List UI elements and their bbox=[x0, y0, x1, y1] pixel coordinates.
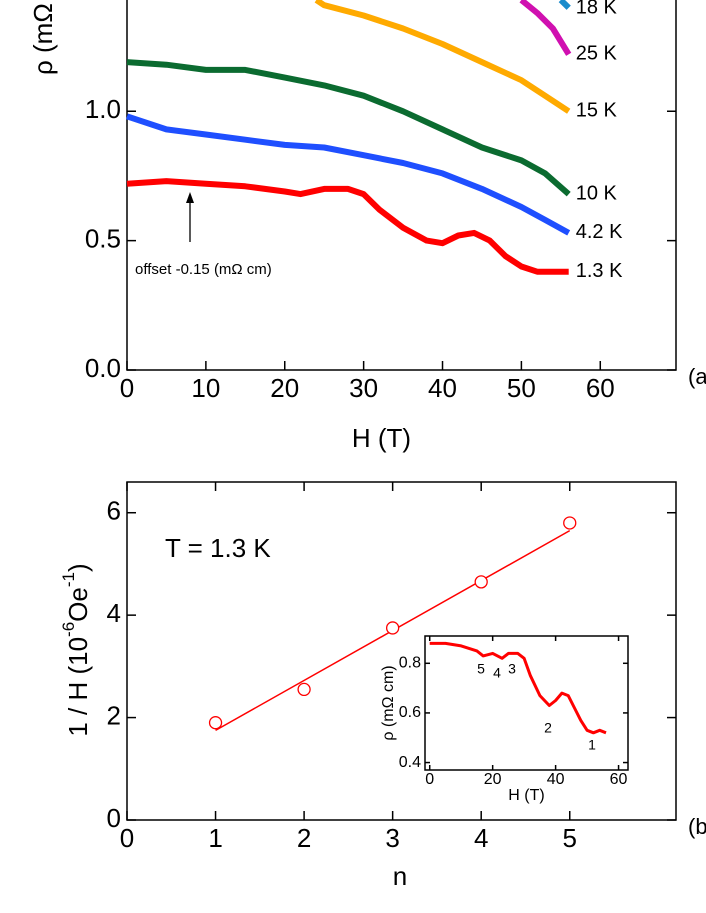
panel-label: (a) bbox=[688, 364, 706, 389]
y-axis-label: ρ (mΩ cm) bbox=[28, 0, 58, 75]
y-axis-label: ρ (mΩ cm) bbox=[380, 665, 397, 740]
y-axis-label: 1 / H (10-6Oe-1) bbox=[59, 563, 92, 736]
peak-index: 5 bbox=[477, 661, 485, 677]
panel-label: (b) bbox=[688, 814, 706, 839]
y-tick-label: 6 bbox=[107, 496, 121, 526]
peak-index: 4 bbox=[493, 665, 501, 681]
x-tick-label: 4 bbox=[474, 823, 488, 853]
annotation: T = 1.3 K bbox=[165, 533, 271, 563]
peak-index: 3 bbox=[508, 661, 516, 677]
series-label: 1.3 K bbox=[576, 260, 623, 282]
plot-frame bbox=[126, 481, 677, 821]
x-tick-label: 10 bbox=[191, 373, 220, 403]
arrow-head bbox=[186, 192, 194, 203]
y-tick-label: 2 bbox=[107, 700, 121, 730]
inset-background bbox=[425, 636, 628, 770]
x-tick-label: 0 bbox=[120, 823, 134, 853]
x-axis-label: H (T) bbox=[508, 787, 544, 804]
data-point bbox=[297, 682, 311, 697]
x-tick-label: 0 bbox=[425, 771, 434, 788]
series-label: 15 K bbox=[576, 100, 618, 122]
data-line bbox=[126, 178, 569, 275]
x-tick-label: 20 bbox=[270, 373, 299, 403]
series-label: 25 K bbox=[576, 43, 618, 65]
y-tick-label: 0.8 bbox=[399, 655, 421, 672]
y-tick-label: 0.5 bbox=[85, 224, 121, 254]
y-tick-label: 1.0 bbox=[85, 94, 121, 124]
annotation: offset -0.15 (mΩ cm) bbox=[135, 261, 272, 278]
x-tick-label: 40 bbox=[428, 373, 457, 403]
data-line bbox=[519, 0, 572, 56]
x-tick-label: 3 bbox=[385, 823, 399, 853]
x-tick-label: 5 bbox=[563, 823, 577, 853]
x-tick-label: 2 bbox=[297, 823, 311, 853]
series-label: 18 K bbox=[576, 0, 618, 18]
data-line bbox=[126, 59, 571, 197]
panel: 0 20 40 60 0.4 0.6 0.8 H (T) ρ (mΩ cm) 5 4 3 2 1 bbox=[380, 635, 629, 804]
y-axis-label-part: ) bbox=[63, 563, 93, 572]
x-tick-label: 40 bbox=[547, 771, 565, 788]
y-tick-label: 0 bbox=[107, 803, 121, 833]
x-tick-label: 60 bbox=[586, 373, 615, 403]
y-axis-label-part: Oe bbox=[63, 587, 93, 622]
x-tick-label: 0 bbox=[120, 373, 134, 403]
y-tick-label: 4 bbox=[107, 598, 121, 628]
data-line bbox=[314, 0, 571, 114]
x-axis-label: H (T) bbox=[352, 423, 411, 453]
plot-frame bbox=[424, 635, 629, 771]
x-tick-label: 1 bbox=[208, 823, 222, 853]
data-line bbox=[126, 113, 571, 236]
data-point bbox=[563, 516, 577, 530]
y-axis-label-part: 1 / H (10 bbox=[63, 637, 93, 737]
x-tick-label: 30 bbox=[349, 373, 378, 403]
panel: 0 10 20 30 40 50 60 0.0 0.5 1.0 H (T) ρ (mΩ cm) (a) 1… bbox=[28, 0, 706, 453]
x-axis-label: n bbox=[393, 861, 407, 891]
data-line bbox=[429, 641, 607, 735]
x-tick-label: 60 bbox=[610, 771, 628, 788]
x-tick-label: 20 bbox=[484, 771, 502, 788]
x-tick-label: 50 bbox=[507, 373, 536, 403]
y-tick-label: 0.4 bbox=[399, 754, 421, 771]
series-label: 4.2 K bbox=[576, 221, 623, 243]
y-tick-label: 0.0 bbox=[85, 353, 121, 383]
y-axis-label-part: -1 bbox=[59, 572, 78, 587]
data-line bbox=[558, 0, 571, 10]
peak-index: 2 bbox=[544, 720, 552, 736]
data-point bbox=[208, 716, 223, 730]
series-label: 10 K bbox=[576, 182, 618, 204]
y-axis-label-part: -6 bbox=[59, 622, 78, 637]
data-point bbox=[474, 575, 488, 589]
peak-index: 1 bbox=[588, 737, 596, 753]
y-tick-label: 0.6 bbox=[399, 704, 421, 721]
data-point bbox=[385, 621, 400, 635]
